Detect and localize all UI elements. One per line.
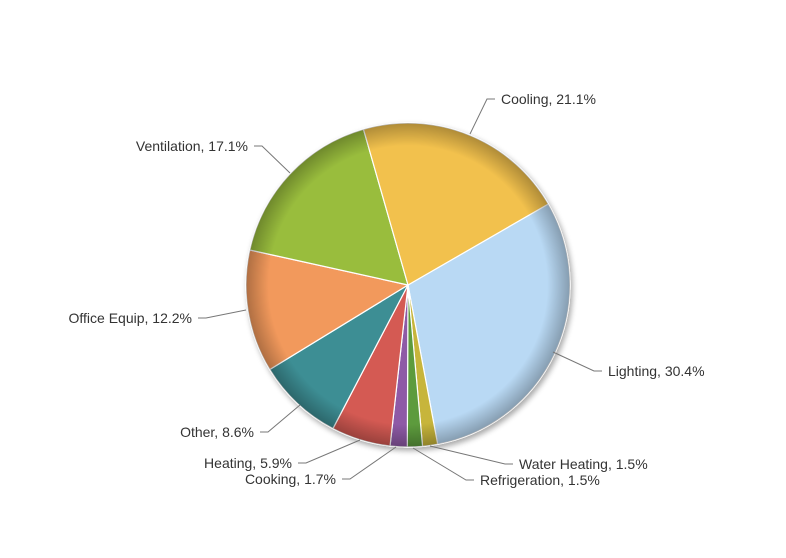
slice-label-lighting: Lighting, 30.4%: [608, 363, 705, 379]
slice-label-other: Other, 8.6%: [180, 424, 254, 440]
slice-labels: Lighting, 30.4% Water Heating, 1.5%Refrig…: [69, 91, 705, 488]
leader-line-lighting: [552, 351, 602, 372]
leader-line-cooking: [342, 446, 397, 480]
leader-line-heating: [298, 439, 361, 464]
leader-line-water-heating: [429, 445, 513, 465]
slice-label-ventilation: Ventilation, 17.1%: [136, 138, 248, 154]
leader-line-other: [260, 404, 301, 433]
pie-slices: [245, 122, 571, 448]
slice-label-heating: Heating, 5.9%: [204, 455, 292, 471]
leader-line-cooling: [469, 98, 495, 135]
slice-label-cooking: Cooking, 1.7%: [245, 471, 336, 487]
leader-lines: [198, 98, 602, 481]
slice-label-water-heating: Water Heating, 1.5%: [519, 456, 648, 472]
leader-line-office-equip: [198, 309, 247, 319]
slice-label-office-equip: Office Equip, 12.2%: [69, 310, 192, 326]
slice-label-cooling: Cooling, 21.1%: [501, 91, 596, 107]
leader-line-ventilation: [254, 145, 291, 174]
slice-label-refrigeration: Refrigeration, 1.5%: [480, 472, 600, 488]
leader-line-refrigeration: [412, 447, 474, 481]
